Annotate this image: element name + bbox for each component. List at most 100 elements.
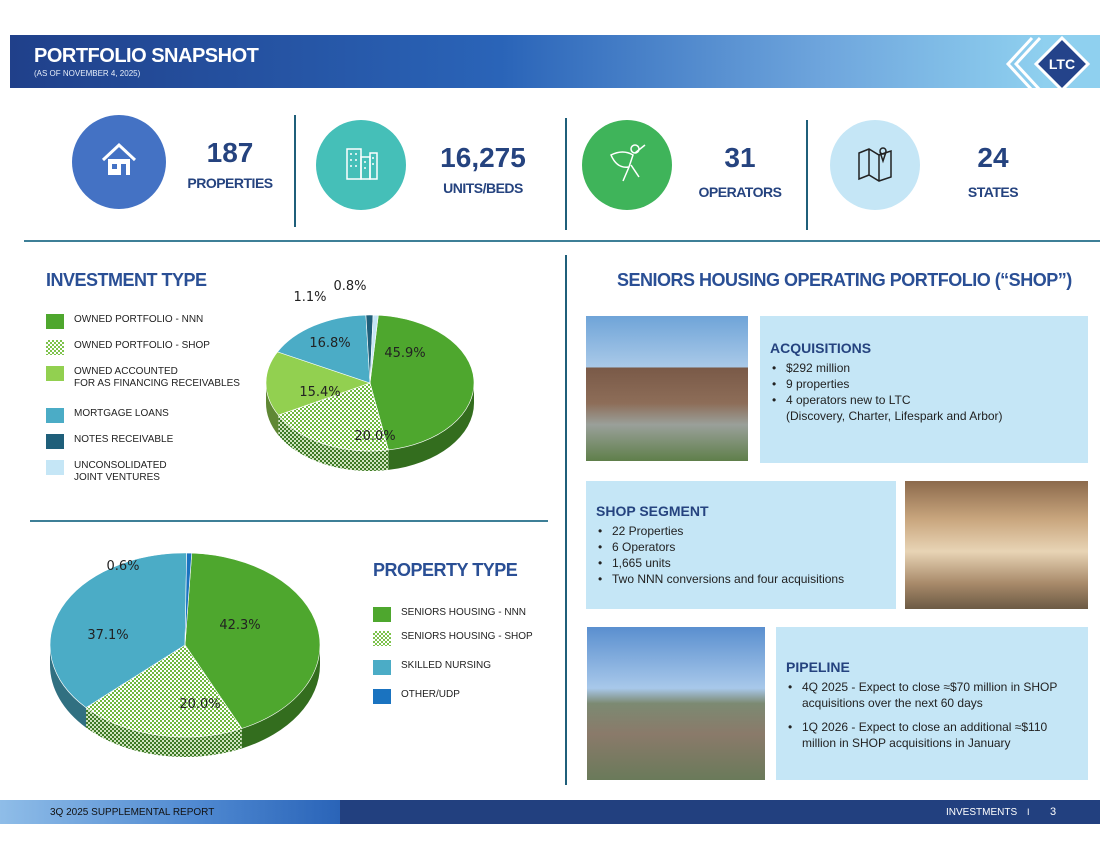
investment-type-title: INVESTMENT TYPE: [46, 270, 207, 290]
bullet-item: $292 million: [770, 360, 1078, 376]
bullet-item: 22 Properties: [596, 523, 886, 539]
stat-label: UNITS/BEDS: [443, 180, 523, 196]
property-legend: SENIORS HOUSING - NNN SENIORS HOUSING - S…: [373, 607, 573, 704]
stat-label: PROPERTIES: [187, 175, 273, 191]
property-type-title: PROPERTY TYPE: [373, 560, 518, 580]
footer-separator: I: [1027, 807, 1030, 817]
svg-text:LTC: LTC: [1049, 56, 1075, 72]
pie-side-2: [266, 383, 279, 436]
footer: 3Q 2025 SUPPLEMENTAL REPORT INVESTMENTS …: [0, 800, 1100, 824]
community-exterior-photo: [586, 316, 748, 461]
box-title: SHOP SEGMENT: [596, 503, 709, 519]
pie-slice-seniors-housing-nnn: [184, 552, 321, 729]
stat-value: 187: [206, 137, 254, 168]
legend-item: NOTES RECEIVABLE: [46, 434, 266, 449]
divider: [30, 520, 548, 522]
legend-label: MORTGAGE LOANS: [74, 408, 169, 419]
stat-circle-1: [316, 120, 406, 210]
pie-side-1: [278, 415, 389, 471]
page-subtitle: (AS OF NOVEMBER 4, 2025): [34, 69, 141, 78]
pie-side-0: [388, 383, 474, 470]
bullet-item: 4Q 2025 - Expect to close ≈$70 million i…: [786, 679, 1078, 711]
pie-side-0: [241, 645, 320, 749]
legend-label: OWNED ACCOUNTED FOR AS FINANCING RECEIVA…: [74, 366, 240, 389]
divider: [565, 118, 567, 230]
page-number: 3: [1050, 806, 1057, 818]
bullet-item: 9 properties: [770, 376, 1078, 392]
divider: [806, 120, 808, 230]
stat-properties: 187 PROPERTIES: [185, 137, 275, 191]
community-aerial-photo: [587, 627, 765, 780]
investment-legend: OWNED PORTFOLIO - NNN OWNED PORTFOLIO - S…: [46, 314, 266, 484]
acquisitions-box: ACQUISITIONS $292 million9 properties4 op…: [760, 316, 1088, 463]
divider: [24, 240, 1100, 242]
legend-label: OTHER/UDP: [401, 689, 460, 700]
legend-swatch: [373, 689, 391, 704]
stat-label: OPERATORS: [698, 184, 782, 200]
stat-units-beds: 16,275 UNITS/BEDS: [428, 142, 538, 196]
page-title: PORTFOLIO SNAPSHOT: [34, 45, 259, 67]
pie-slice-owned-portfolio-shop: [277, 382, 389, 452]
legend-swatch: [46, 408, 64, 423]
pie-data-label: 16.8%: [309, 336, 350, 351]
legend-item: UNCONSOLIDATED JOINT VENTURES: [46, 460, 266, 484]
legend-swatch: [46, 434, 64, 449]
footer-report-name: 3Q 2025 SUPPLEMENTAL REPORT: [50, 807, 215, 818]
divider: [294, 115, 296, 227]
bullet-item: 4 operators new to LTC (Discovery, Chart…: [770, 392, 1078, 424]
legend-label: SENIORS HOUSING - NNN: [401, 607, 527, 618]
shop-title: SENIORS HOUSING OPERATING PORTFOLIO (“SH…: [617, 270, 1072, 290]
legend-item: SENIORS HOUSING - SHOP: [373, 631, 573, 646]
stat-value: 31: [724, 142, 756, 173]
legend-swatch: [46, 314, 64, 329]
stat-value: 24: [977, 142, 1009, 173]
stat-value: 16,275: [440, 142, 526, 173]
ltc-logo: LTC: [1005, 36, 1091, 93]
legend-label: OWNED PORTFOLIO - NNN: [74, 314, 204, 325]
legend-label: UNCONSOLIDATED JOINT VENTURES: [74, 460, 167, 483]
legend-swatch: [373, 631, 391, 646]
buildings-icon: [341, 143, 381, 188]
property-pie-chart: 42.3% 20.0% 37.1% 0.6%: [49, 552, 321, 757]
pie-data-label: 45.9%: [384, 346, 425, 361]
pie-side-2: [50, 645, 87, 728]
stat-operators: 31 OPERATORS: [695, 142, 785, 200]
bullet-item: 1,665 units: [596, 555, 886, 571]
legend-swatch: [373, 607, 391, 622]
box-title: ACQUISITIONS: [770, 340, 872, 356]
stat-circle-0: [72, 115, 166, 209]
legend-swatch: [46, 366, 64, 381]
community-interior-photo: [905, 481, 1088, 609]
legend-label: OWNED PORTFOLIO - SHOP: [74, 340, 210, 351]
pie-data-label: 20.0%: [179, 697, 220, 712]
pie-data-label: 37.1%: [87, 628, 128, 643]
legend-item: SENIORS HOUSING - NNN: [373, 607, 573, 622]
pie-slice-skilled-nursing: [49, 552, 187, 708]
bullet-item: 1Q 2026 - Expect to close an additional …: [786, 719, 1078, 751]
bullet-item: 6 Operators: [596, 539, 886, 555]
pie-data-label: 15.4%: [299, 385, 340, 400]
house-icon: [99, 140, 139, 185]
legend-swatch: [46, 460, 64, 475]
footer-section: INVESTMENTS: [946, 807, 1018, 818]
legend-swatch: [373, 660, 391, 675]
legend-label: SKILLED NURSING: [401, 660, 492, 671]
pie-data-label: 0.6%: [106, 559, 139, 574]
legend-item: OWNED PORTFOLIO - SHOP: [46, 340, 266, 355]
legend-item: OTHER/UDP: [373, 689, 573, 704]
pie-slice-seniors-housing-shop: [85, 644, 243, 738]
legend-label: SENIORS HOUSING - SHOP: [401, 631, 533, 642]
pie-slice-unconsolidated-joint-ventures: [369, 314, 379, 384]
pie-data-label: 1.1%: [293, 290, 326, 305]
pie-slice-other-udp: [184, 552, 193, 646]
legend-label: NOTES RECEIVABLE: [74, 434, 174, 445]
stat-circle-3: [830, 120, 920, 210]
superhero-icon: [605, 141, 649, 190]
stat-label: STATES: [967, 184, 1019, 200]
legend-item: MORTGAGE LOANS: [46, 408, 266, 423]
legend-item: OWNED ACCOUNTED FOR AS FINANCING RECEIVA…: [46, 366, 266, 390]
pie-slice-owned-portfolio-nnn: [369, 314, 475, 451]
divider: [565, 255, 567, 785]
pie-data-label: 42.3%: [219, 618, 260, 633]
shop-segment-box: SHOP SEGMENT 22 Properties6 Operators1,66…: [586, 481, 896, 609]
